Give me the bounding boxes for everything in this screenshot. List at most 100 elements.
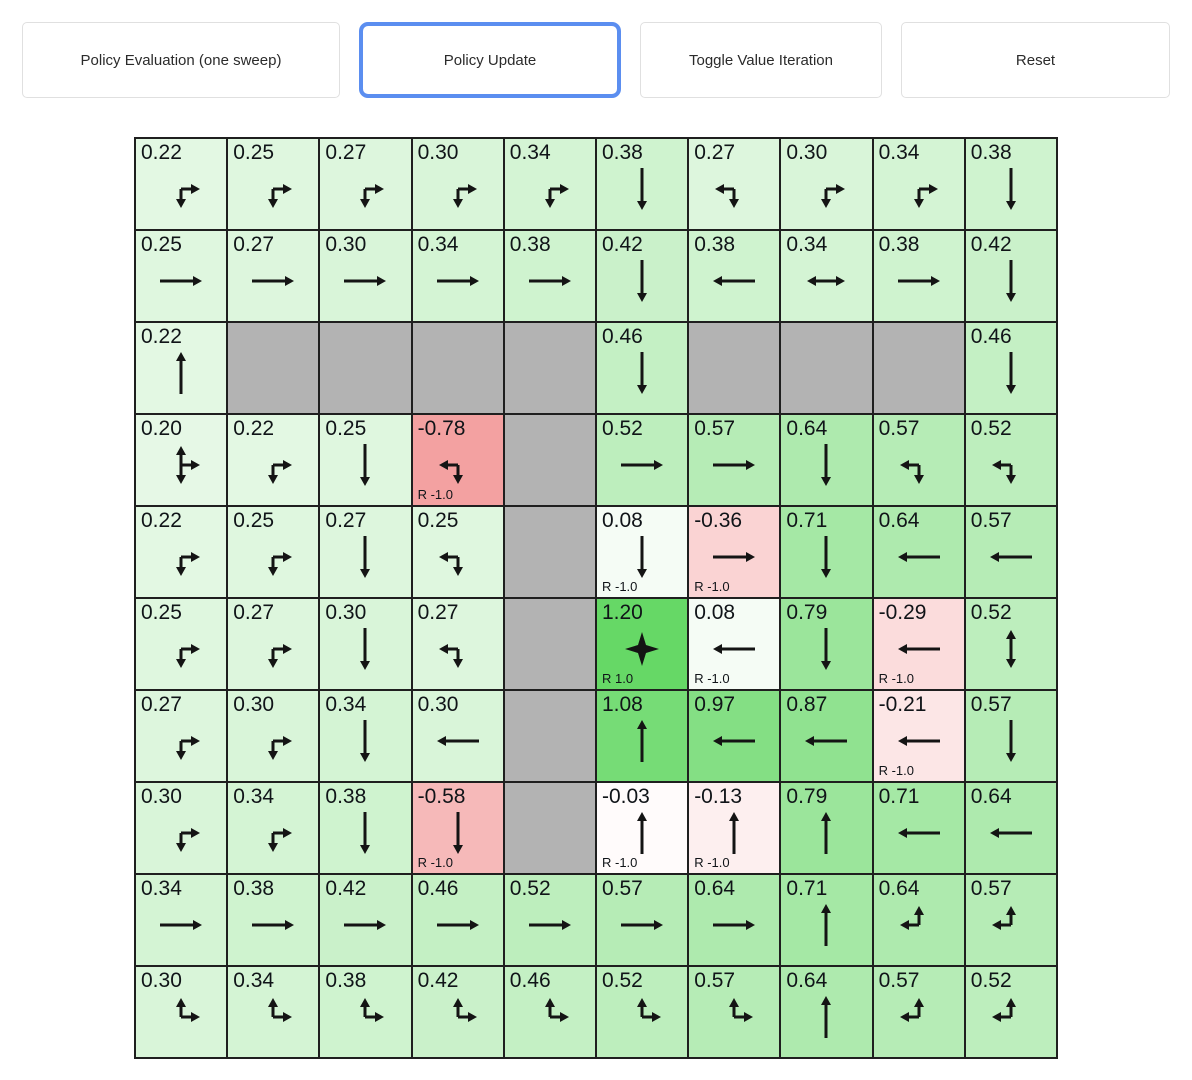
policy-arrow-icon [821, 184, 846, 209]
cell-reward: R -1.0 [601, 855, 638, 870]
cell-value: 0.22 [141, 141, 182, 164]
cell-reward: R -1.0 [694, 579, 730, 594]
cell-value: 0.30 [325, 601, 367, 624]
grid-cell: 0.34 [227, 966, 320, 1058]
wall-cell [872, 322, 965, 414]
policy-arrow-icon [160, 276, 203, 287]
cell-value: 0.64 [786, 969, 828, 992]
cell-reward: R -1.0 [878, 671, 914, 686]
grid-cell: 0.34 [135, 874, 228, 966]
grid-cell: 0.52 [503, 874, 596, 966]
cell-value: 0.87 [786, 693, 828, 716]
cell-value: 0.34 [325, 693, 367, 716]
policy-arrow-icon [452, 812, 463, 855]
grid-cell: 0.38 [503, 230, 596, 322]
policy-arrow-icon [989, 552, 1032, 563]
policy-arrow-icon [1005, 630, 1016, 669]
grid-cell: -0.13 R -1.0 [688, 782, 781, 874]
grid-cell: 0.46 [595, 322, 689, 414]
policy-arrow-icon [729, 998, 754, 1023]
cell-value: 0.34 [878, 141, 920, 164]
grid-cell: 1.20 R 1.0 [595, 598, 689, 690]
cell-value: 0.30 [325, 233, 367, 256]
policy-arrow-icon [715, 184, 740, 209]
policy-arrow-icon [637, 812, 648, 855]
policy-arrow-icon [821, 996, 832, 1039]
policy-arrow-icon [991, 998, 1016, 1023]
grid-cell: 0.97 [688, 690, 781, 782]
cell-value: 0.25 [141, 233, 182, 256]
grid-cell: 0.20 [135, 414, 228, 506]
cell-value: 0.57 [970, 509, 1012, 532]
cell-value: 0.64 [970, 785, 1012, 808]
cell-value: 0.25 [233, 509, 275, 532]
cell-value: 0.34 [233, 785, 275, 808]
grid-cell: 0.57 [872, 414, 965, 506]
toggle-value-iteration-button[interactable]: Toggle Value Iteration [640, 22, 882, 98]
grid-cell: 0.22 [135, 322, 228, 414]
grid-cell: 0.64 [688, 874, 781, 966]
policy-evaluation-button[interactable]: Policy Evaluation (one sweep) [22, 22, 340, 98]
policy-arrow-icon [897, 552, 940, 563]
cell-value: 0.34 [417, 233, 459, 256]
grid-cell: 0.27 [411, 598, 504, 690]
policy-arrow-icon [991, 906, 1016, 931]
policy-arrow-icon [360, 184, 385, 209]
grid-cell: 0.64 [872, 506, 965, 598]
policy-arrow-icon [713, 920, 756, 931]
grid-cell: 0.87 [780, 690, 873, 782]
policy-arrow-icon [805, 736, 848, 747]
cell-value: 0.34 [233, 969, 275, 992]
policy-arrow-icon [360, 720, 371, 763]
cell-value: 0.22 [141, 509, 182, 532]
grid-cell: 0.30 [411, 690, 504, 782]
policy-arrow-icon [438, 644, 463, 669]
cell-value: 0.46 [601, 325, 643, 348]
cell-value: 0.34 [509, 141, 551, 164]
grid-cell: 0.52 [595, 414, 689, 506]
cell-reward: R -1.0 [694, 855, 730, 870]
policy-update-button[interactable]: Policy Update [359, 22, 621, 98]
reset-button[interactable]: Reset [901, 22, 1170, 98]
policy-arrow-icon [268, 552, 293, 577]
policy-arrow-icon [268, 998, 293, 1023]
grid-cell: 0.46 [964, 322, 1057, 414]
cell-value: 0.27 [694, 141, 736, 164]
grid-cell: 0.27 [319, 138, 412, 230]
grid-cell: 0.64 [872, 874, 965, 966]
grid-cell: 0.57 [688, 414, 781, 506]
cell-value: 0.57 [694, 969, 736, 992]
grid-cell: 0.79 [780, 598, 873, 690]
grid-cell: 0.64 [780, 414, 873, 506]
policy-arrow-icon [621, 920, 664, 931]
grid-cell: 0.34 [411, 230, 504, 322]
grid-cell: 0.27 [319, 506, 412, 598]
policy-arrow-icon [897, 736, 940, 747]
grid-cell: 0.42 [595, 230, 689, 322]
cell-value: 0.27 [417, 601, 459, 624]
grid-cell: 0.08 R -1.0 [595, 506, 689, 598]
grid-cell: 0.22 [135, 138, 228, 230]
policy-arrow-icon [989, 828, 1032, 839]
grid-cell: 0.25 [319, 414, 412, 506]
terminal-state-icon [625, 632, 660, 667]
cell-value: 0.22 [233, 417, 275, 440]
cell-value: 0.46 [417, 877, 459, 900]
cell-value: 0.42 [417, 969, 459, 992]
grid-cell: 0.46 [411, 874, 504, 966]
policy-arrow-icon [452, 998, 477, 1023]
wall-cell [503, 414, 596, 506]
cell-value: 0.42 [601, 233, 643, 256]
grid-cell: -0.36 R -1.0 [688, 506, 781, 598]
grid-cell: 0.27 [135, 690, 228, 782]
wall-cell [688, 322, 781, 414]
grid-cell: 0.38 [872, 230, 965, 322]
cell-value: 0.27 [325, 509, 367, 532]
toolbar: Policy Evaluation (one sweep) Policy Upd… [22, 22, 1170, 98]
policy-arrow-icon [160, 920, 203, 931]
policy-arrow-icon [637, 720, 648, 763]
policy-arrow-icon [637, 998, 662, 1023]
grid-cell: 0.30 [135, 782, 228, 874]
cell-value: 0.27 [233, 601, 275, 624]
cell-reward: R -1.0 [878, 763, 914, 778]
